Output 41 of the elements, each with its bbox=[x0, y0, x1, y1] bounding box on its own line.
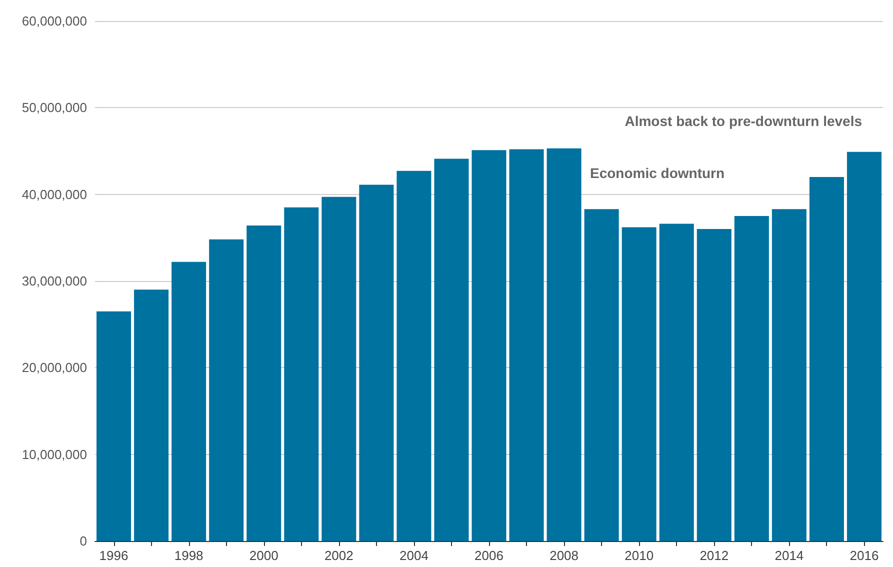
bar bbox=[846, 152, 882, 541]
x-tick-label: 2006 bbox=[474, 548, 504, 563]
annotation: Economic downturn bbox=[590, 165, 725, 181]
x-tick-label: 2016 bbox=[850, 548, 879, 563]
bar bbox=[584, 209, 619, 541]
bar bbox=[434, 158, 469, 541]
bar bbox=[734, 216, 769, 541]
bar bbox=[772, 209, 806, 541]
x-tick-label: 2014 bbox=[774, 548, 804, 563]
bar bbox=[546, 148, 582, 541]
y-tick-label: 20,000,000 bbox=[22, 360, 87, 376]
bar bbox=[809, 177, 844, 541]
bar bbox=[246, 226, 282, 541]
bar bbox=[96, 311, 132, 541]
y-tick-label: 50,000,000 bbox=[22, 100, 87, 116]
annotation: Almost back to pre-downturn levels bbox=[624, 113, 862, 129]
bar bbox=[322, 196, 356, 541]
x-tick-label: 2002 bbox=[324, 548, 354, 563]
y-tick-label: 0 bbox=[80, 534, 87, 548]
bar bbox=[396, 170, 432, 541]
y-tick-label: 30,000,000 bbox=[22, 274, 87, 288]
y-tick-label: 40,000,000 bbox=[22, 186, 87, 202]
bar bbox=[359, 184, 394, 541]
x-tick-label: 1998 bbox=[174, 548, 204, 563]
bar bbox=[622, 227, 656, 541]
y-tick-label: 10,000,000 bbox=[22, 446, 87, 462]
bar bbox=[696, 229, 732, 541]
bar bbox=[659, 224, 694, 541]
bar bbox=[209, 239, 244, 541]
x-tick-label: 1996 bbox=[99, 548, 128, 563]
bar bbox=[284, 207, 319, 541]
bar bbox=[172, 262, 206, 541]
y-tick-label: 60,000,000 bbox=[22, 14, 87, 28]
x-tick-label: 2004 bbox=[399, 548, 428, 563]
bar bbox=[472, 150, 506, 541]
bar bbox=[134, 290, 169, 541]
x-tick-label: 2000 bbox=[249, 548, 278, 563]
bar bbox=[509, 149, 544, 541]
x-tick-label: 2012 bbox=[700, 548, 729, 563]
x-tick-label: 2010 bbox=[624, 548, 654, 563]
x-tick-label: 2008 bbox=[550, 548, 579, 563]
